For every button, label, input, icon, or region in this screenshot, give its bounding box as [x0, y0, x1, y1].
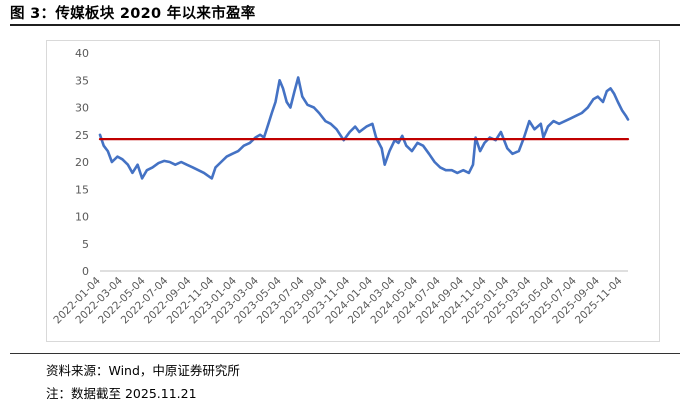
figure-title: 图 3：传媒板块 2020 年以来市盈率: [10, 6, 256, 22]
source-note: 资料来源：Wind，中原证券研究所: [46, 363, 240, 378]
y-tick-label: 20: [75, 156, 89, 169]
series-line-pe-ratio: [98, 76, 630, 180]
chart-axes: 05101520253035402022-01-042022-03-042022…: [51, 47, 628, 326]
y-tick-label: 40: [75, 47, 89, 60]
y-tick-label: 5: [82, 238, 89, 251]
y-tick-label: 35: [75, 74, 89, 87]
chart-series: [98, 76, 630, 180]
y-tick-label: 25: [75, 129, 89, 142]
y-tick-label: 10: [75, 211, 89, 224]
data-cutoff-note: 注：数据截至 2025.11.21: [46, 386, 197, 401]
top-rule: [10, 24, 680, 26]
y-tick-label: 0: [82, 265, 89, 278]
y-tick-label: 30: [75, 102, 89, 115]
chart-frame: [46, 40, 660, 342]
y-tick-label: 15: [75, 183, 89, 196]
bottom-rule: [10, 353, 680, 354]
